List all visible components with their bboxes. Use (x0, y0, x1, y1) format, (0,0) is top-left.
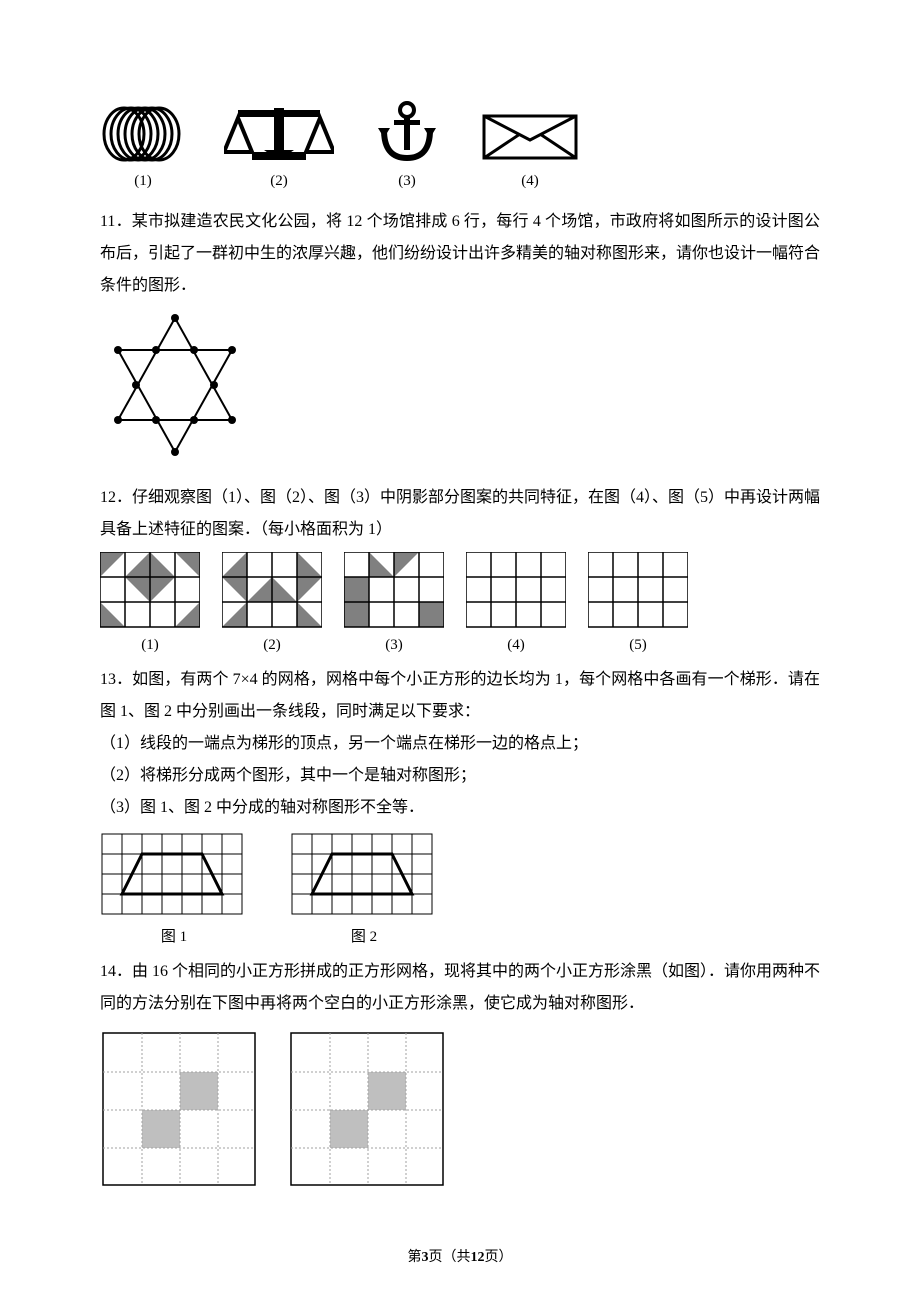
q12-grid-4: (4) (466, 552, 566, 660)
icon-label-2: (2) (270, 166, 288, 196)
icon-row-top: (1) (2) (3) (100, 100, 820, 196)
icon-label-3: (3) (398, 166, 416, 196)
q12-label-4: (4) (507, 630, 525, 660)
q13-item-2: （2）将梯形分成两个图形，其中一个是轴对称图形； (100, 760, 820, 792)
q12-label-2: (2) (263, 630, 281, 660)
q13-fig-2: 图 2 (290, 832, 438, 952)
q12-text: 12．仔细观察图（1）、图（2）、图（3）中阴影部分图案的共同特征，在图（4）、… (100, 482, 820, 546)
icon-label-4: (4) (521, 166, 539, 196)
q13-figures: 图 1 图 2 (100, 832, 820, 952)
q13-item-3: （3）图 1、图 2 中分成的轴对称图形不全等． (100, 792, 820, 824)
star-of-david-icon (100, 310, 250, 460)
icon-cell-1: (1) (100, 104, 186, 196)
q11-figure (100, 310, 820, 472)
footer-total: 12 (471, 1250, 485, 1265)
scale-icon (224, 100, 334, 164)
q14-text: 14．由 16 个相同的小正方形拼成的正方形网格，现将其中的两个小正方形涂黑（如… (100, 956, 820, 1020)
icon-label-1: (1) (134, 166, 152, 196)
q14-grid-1 (100, 1030, 258, 1188)
footer-page: 3 (422, 1250, 429, 1265)
q12-label-5: (5) (629, 630, 647, 660)
envelope-icon (480, 110, 580, 164)
icon-cell-2: (2) (224, 100, 334, 196)
page-footer: 第3页（共12页） (0, 1244, 920, 1272)
q13-text: 13．如图，有两个 7×4 的网格，网格中每个小正方形的边长均为 1，每个网格中… (100, 664, 820, 728)
q12-grids: (1) (2) (100, 552, 820, 660)
q14-figures (100, 1030, 820, 1188)
q12-grid-3: (3) (344, 552, 444, 660)
icon-cell-3: (3) (372, 100, 442, 196)
footer-prefix: 第 (408, 1250, 422, 1265)
footer-suffix: 页） (485, 1250, 513, 1265)
coil-icon (100, 104, 186, 164)
q12-grid-2: (2) (222, 552, 322, 660)
q12-label-3: (3) (385, 630, 403, 660)
q11-text: 11．某市拟建造农民文化公园，将 12 个场馆排成 6 行，每行 4 个场馆，市… (100, 206, 820, 302)
anchor-icon (372, 100, 442, 164)
q12-grid-1: (1) (100, 552, 200, 660)
q14-grid-2 (288, 1030, 446, 1188)
q13-item-1: （1）线段的一端点为梯形的顶点，另一个端点在梯形一边的格点上； (100, 728, 820, 760)
q13-fig-1-label: 图 1 (161, 922, 187, 952)
q12-grid-5: (5) (588, 552, 688, 660)
q12-label-1: (1) (141, 630, 159, 660)
q13-fig-2-label: 图 2 (351, 922, 377, 952)
footer-mid: 页（共 (429, 1250, 471, 1265)
q13-fig-1: 图 1 (100, 832, 248, 952)
icon-cell-4: (4) (480, 110, 580, 196)
